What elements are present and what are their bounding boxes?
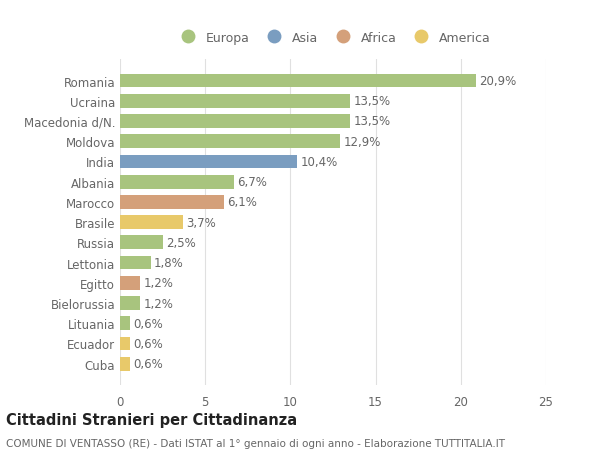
Text: 1,2%: 1,2% bbox=[144, 297, 174, 310]
Bar bbox=[120, 216, 183, 230]
Text: 6,7%: 6,7% bbox=[238, 176, 268, 189]
Bar bbox=[120, 256, 151, 270]
Bar bbox=[120, 337, 130, 351]
Bar bbox=[120, 276, 140, 290]
Bar bbox=[120, 135, 340, 149]
Bar bbox=[120, 155, 297, 169]
Text: 13,5%: 13,5% bbox=[353, 115, 391, 128]
Text: 0,6%: 0,6% bbox=[134, 337, 163, 350]
Text: 1,8%: 1,8% bbox=[154, 257, 184, 269]
Text: 20,9%: 20,9% bbox=[479, 75, 517, 88]
Text: 3,7%: 3,7% bbox=[187, 216, 216, 229]
Bar bbox=[120, 95, 350, 108]
Text: 1,2%: 1,2% bbox=[144, 277, 174, 290]
Bar bbox=[120, 115, 350, 129]
Bar bbox=[120, 196, 224, 209]
Text: 0,6%: 0,6% bbox=[134, 358, 163, 370]
Text: 0,6%: 0,6% bbox=[134, 317, 163, 330]
Bar bbox=[120, 297, 140, 310]
Bar bbox=[120, 357, 130, 371]
Text: 10,4%: 10,4% bbox=[301, 156, 338, 168]
Text: 12,9%: 12,9% bbox=[343, 135, 380, 148]
Bar bbox=[120, 175, 234, 189]
Legend: Europa, Asia, Africa, America: Europa, Asia, Africa, America bbox=[170, 27, 496, 50]
Text: 13,5%: 13,5% bbox=[353, 95, 391, 108]
Text: 2,5%: 2,5% bbox=[166, 236, 196, 249]
Text: Cittadini Stranieri per Cittadinanza: Cittadini Stranieri per Cittadinanza bbox=[6, 413, 297, 428]
Bar bbox=[120, 236, 163, 250]
Text: COMUNE DI VENTASSO (RE) - Dati ISTAT al 1° gennaio di ogni anno - Elaborazione T: COMUNE DI VENTASSO (RE) - Dati ISTAT al … bbox=[6, 438, 505, 448]
Text: 6,1%: 6,1% bbox=[227, 196, 257, 209]
Bar bbox=[120, 317, 130, 330]
Bar bbox=[120, 74, 476, 88]
